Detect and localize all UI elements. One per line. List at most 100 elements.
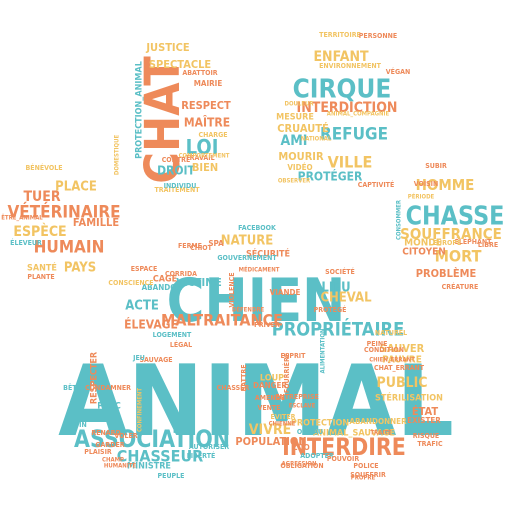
word-subir: SUBIR — [425, 162, 447, 170]
word-renard: RENARD — [91, 429, 121, 437]
word-national: NATIONAL — [301, 136, 332, 142]
word-confinement: CONFINEMENT — [137, 388, 143, 432]
word-naturel: NATUREL — [375, 329, 408, 337]
word-observer: OBSERVER — [278, 178, 311, 184]
word-alimentation: ALIMENTATION — [320, 328, 326, 373]
word-vente: VENTE — [257, 404, 280, 412]
word-danger: DANGER — [253, 381, 287, 390]
word-nature: NATURE — [221, 233, 273, 248]
word-souffrir: SOUFFRIR — [350, 471, 386, 479]
word-esprit: ESPRIT — [281, 352, 306, 360]
word-captivité: CAPTIVITÉ — [358, 180, 395, 189]
word-gouvernement: GOUVERNEMENT — [217, 254, 277, 262]
word-comportement: COMPORTEMENT — [179, 153, 230, 159]
word-espèce: ESPÈCE — [13, 223, 66, 241]
word-protéger: PROTÉGER — [298, 168, 363, 184]
word-personne: PERSONNE — [359, 32, 398, 40]
word-éviter: ÉVITER — [271, 412, 296, 421]
word-maître: MAÎTRE — [184, 114, 230, 130]
word-respect: RESPECT — [181, 100, 231, 113]
word-liberté: LIBERTÉ — [187, 451, 216, 460]
word-douleur: DOULEUR — [284, 101, 314, 107]
word-facebook: FACEBOOK — [238, 224, 276, 232]
word-être_animal: ÊTRE_ANIMAL — [1, 213, 43, 221]
word-traitement: TRAITEMENT — [155, 186, 200, 194]
word-pauvre: PAUVRE — [382, 354, 422, 366]
word-période: PÉRIODE — [408, 192, 435, 200]
word-acte: ACTE — [125, 298, 159, 313]
word-vétérinaire: VÉTÉRINAIRE — [7, 202, 120, 222]
word-jeu: JEU — [132, 354, 145, 362]
word-animal_compagnie: ANIMAL_COMPAGNIE — [327, 111, 390, 117]
word-souffrance: SOUFFRANCE — [400, 227, 502, 244]
word-soin: SOIN — [69, 421, 86, 429]
word-voisin: VOISIN — [414, 180, 439, 188]
word-famille: FAMILLE — [73, 217, 119, 230]
word-animal_sauvage: ANIMAL_SAUVAGE — [313, 428, 395, 439]
word-entreprise: ENTREPRISE — [275, 393, 319, 401]
word-défendre: DÉFENDRE — [232, 305, 264, 313]
word-territoire: TERRITOIRE — [319, 31, 361, 39]
word-justice: JUSTICE — [145, 42, 189, 55]
word-chasseur: CHASSEUR — [117, 447, 204, 466]
word-agression: AGRESSION — [282, 461, 317, 467]
word-ami: AMI — [281, 134, 308, 150]
word-oiseau: OISEAU — [297, 428, 323, 436]
word-problème: PROBLÈME — [416, 267, 476, 281]
word-priver: PRIVER — [254, 321, 280, 329]
word-stérilisation: STÉRILISATION — [375, 391, 443, 404]
word-garder: GARDER — [95, 441, 124, 449]
word-spa: SPA — [208, 239, 223, 248]
word-cheval: CHEVAL — [320, 290, 371, 305]
word-conscience: CONSCIENCE — [108, 279, 154, 287]
word-lieu: LIEU — [321, 280, 350, 295]
word-citoyen: CITOYEN — [402, 246, 446, 258]
word-association: ASSOCIATION — [74, 426, 230, 454]
word-mairie: MAIRIE — [194, 79, 223, 88]
word-interdiction: INTERDICTION — [297, 101, 398, 117]
word-trafic: TRAFIC — [417, 440, 442, 448]
word-domestique: DOMESTIQUE — [114, 135, 120, 175]
word-travail: TRAVAIL — [185, 154, 215, 162]
word-europe: EUROPE — [433, 239, 462, 247]
word-chien_errant: CHIEN_ERRANT — [369, 357, 415, 363]
word-chasse: CHASSE — [406, 200, 505, 231]
word-fourrière: FOURRIÈRE — [282, 352, 291, 393]
word-chienne: CHIENNE — [269, 421, 296, 427]
word-consommer: CONSOMMER — [396, 199, 402, 240]
word-animal: ANIMAL — [58, 345, 454, 458]
word-battre: BATTRE — [240, 364, 248, 391]
word-abandon: ABANDON — [142, 283, 183, 292]
word-corrida: CORRIDA — [165, 270, 198, 278]
word-obligation: OBLIGATION — [280, 462, 323, 470]
word-esclave: ESCLAVE — [289, 403, 316, 409]
word-cage: CAGE — [153, 274, 178, 285]
word-zoo: ZOO — [292, 443, 310, 452]
word-public: PUBLIC — [377, 376, 428, 392]
word-protection_animal: PROTECTION_ANIMAL — [134, 61, 145, 159]
word-créature: CRÉATURE — [442, 282, 479, 291]
word-plante: PLANTE — [27, 273, 55, 281]
word-logement: LOGEMENT — [153, 331, 192, 339]
word-sécurité: SÉCURITÉ — [246, 247, 290, 260]
word-légal: LÉGAL — [170, 340, 193, 349]
word-autoriser: AUTORISER — [189, 443, 229, 451]
word-pouvoir: POUVOIR — [327, 455, 359, 463]
word-propriétaire: PROPRIÉTAIRE — [272, 317, 404, 341]
word-mourir: MOURIR — [278, 151, 323, 164]
word-homme: HOMME — [416, 178, 475, 195]
word-société: SOCIÉTÉ — [325, 267, 355, 276]
word-chat_errant: CHAT_ERRANT — [374, 364, 424, 372]
word-respecter: RESPECTER — [89, 351, 100, 404]
word-ministre: MINISTRE — [127, 461, 171, 472]
word-amende: AMENDE — [255, 394, 286, 402]
word-champ: CHAMP — [102, 457, 124, 463]
word-cloud-words: ANIMAL CHIEN CHAT CIRQUE CHASSE ASSOCIATION IN… — [1, 31, 504, 482]
word-victime: VICTIME — [176, 277, 222, 290]
word-chasser: CHASSER — [217, 384, 250, 392]
word-plaisir: PLAISIR — [84, 448, 112, 456]
word-place: PLACE — [55, 179, 97, 194]
word-voler: VOLER — [114, 432, 137, 440]
word-interdire: INTERDIRE — [282, 434, 406, 462]
